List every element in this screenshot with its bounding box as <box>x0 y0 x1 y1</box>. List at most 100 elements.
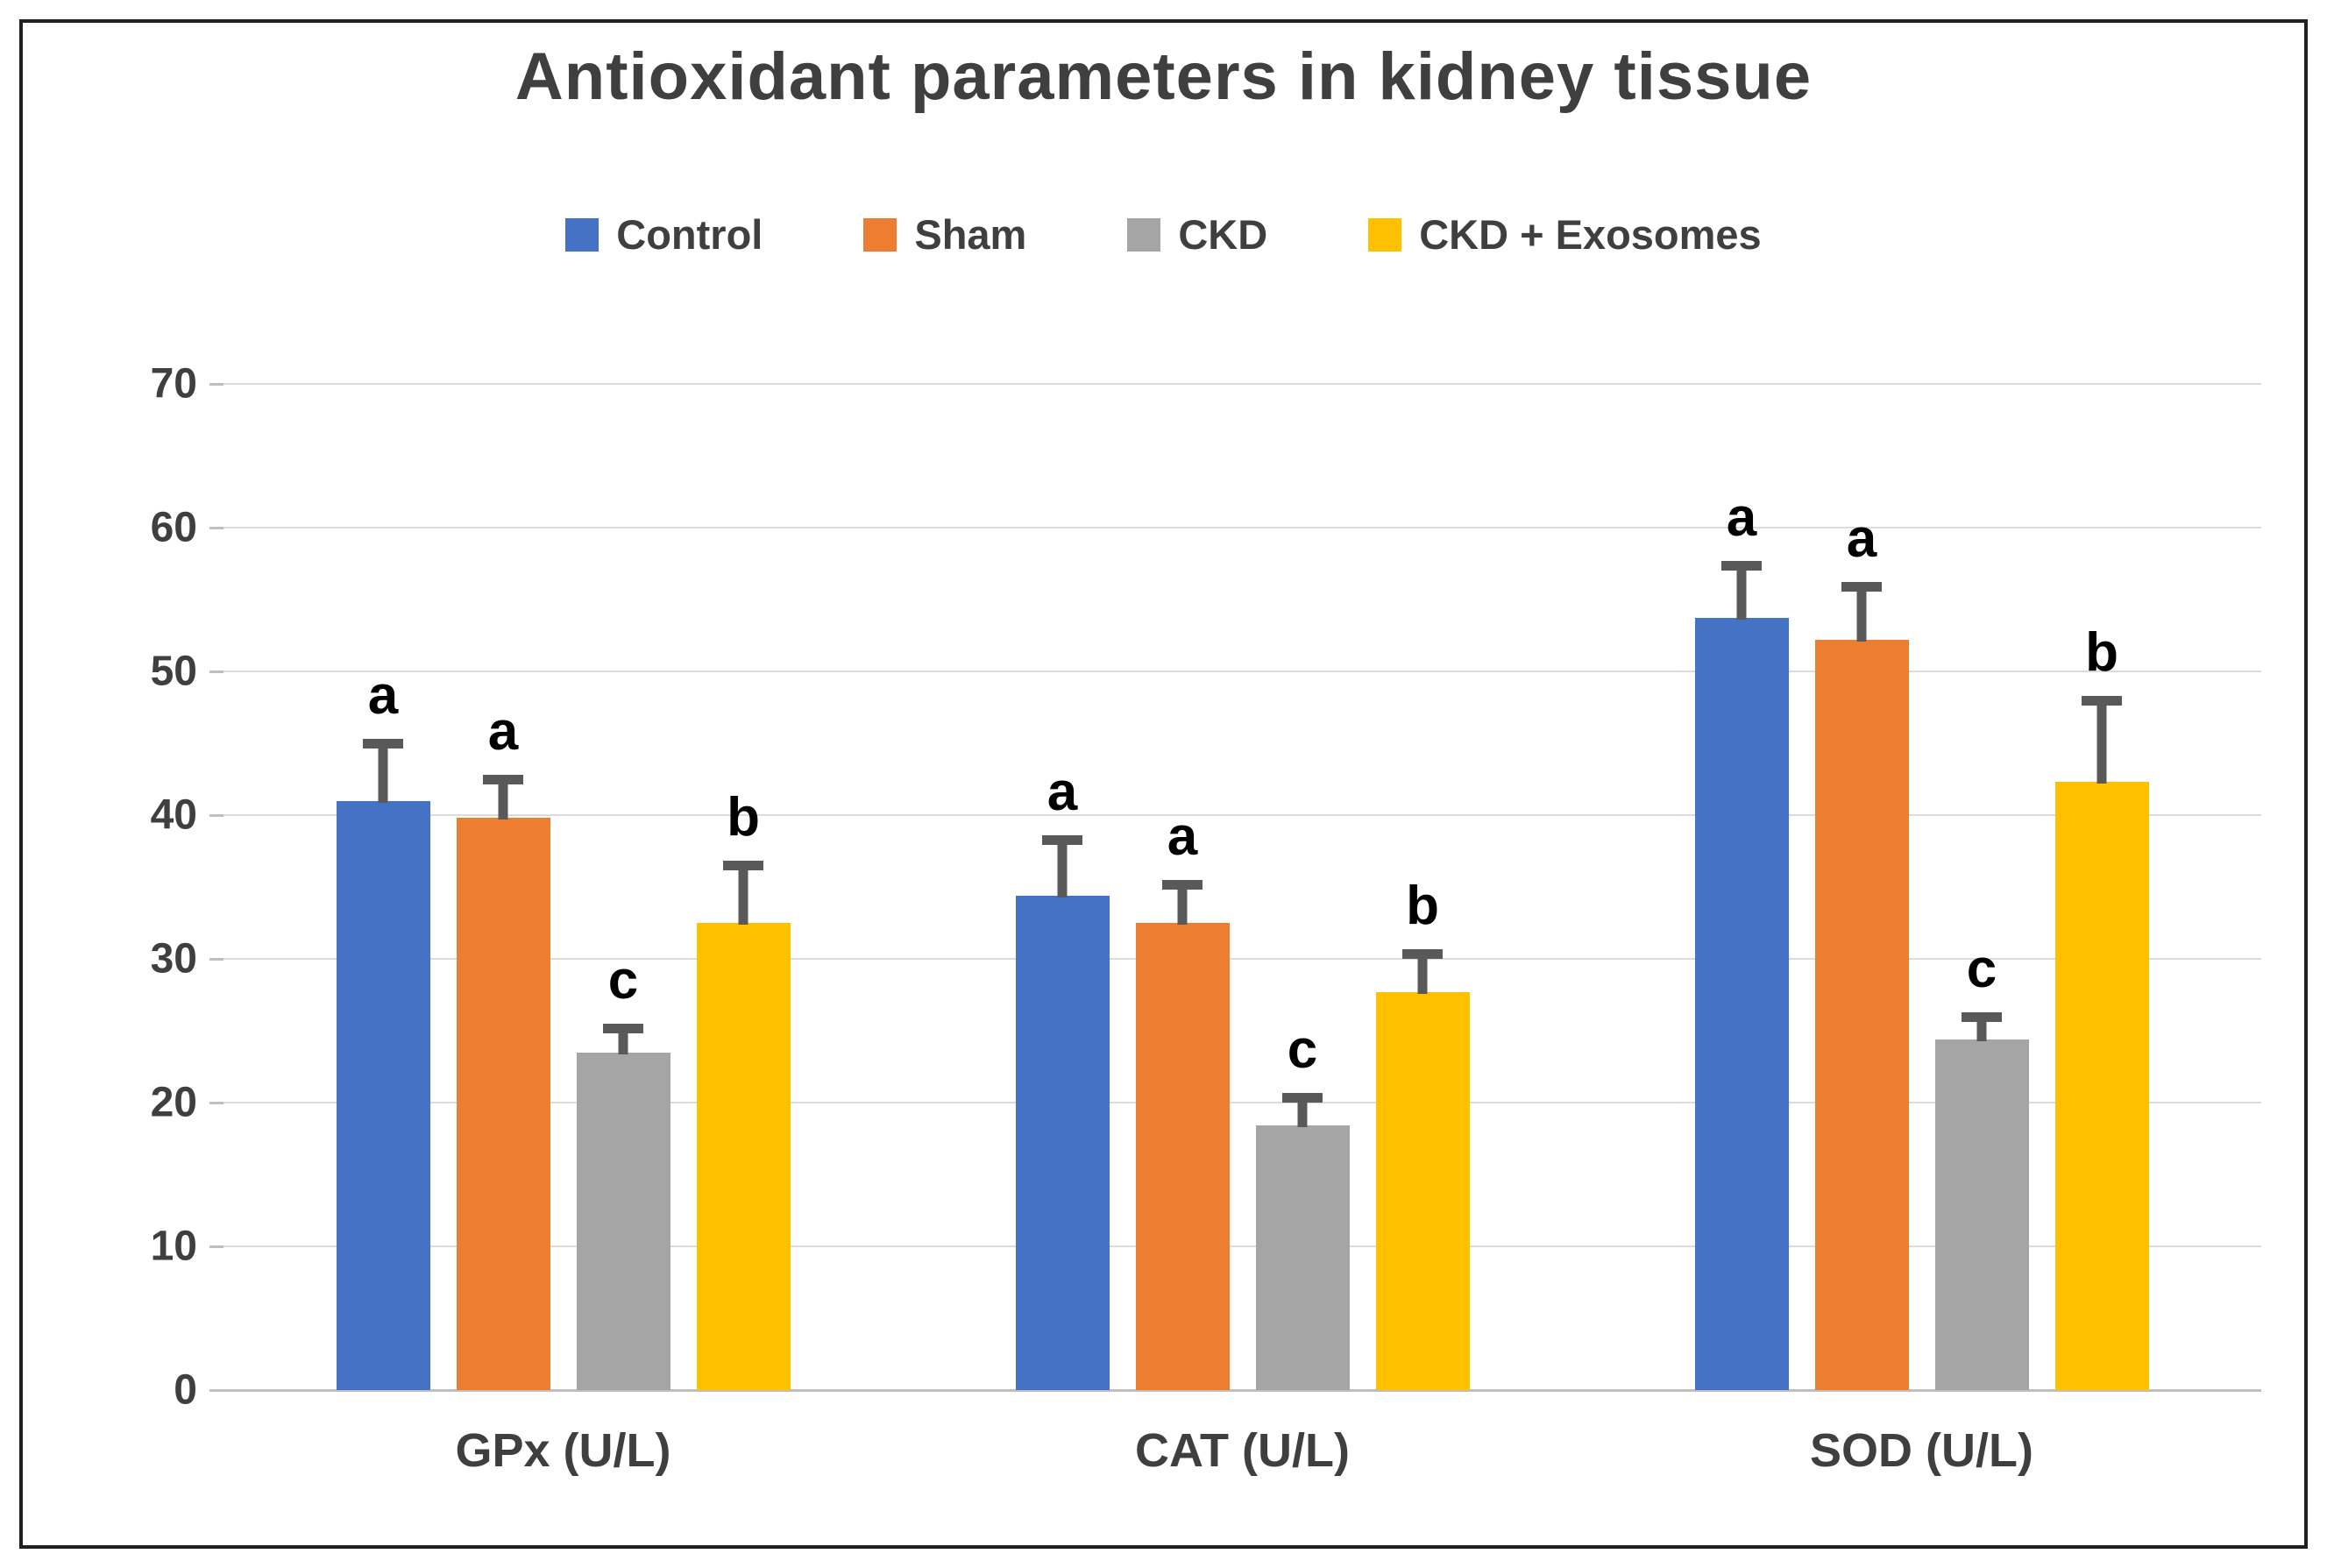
gridline <box>223 1245 2261 1247</box>
gridline <box>223 383 2261 385</box>
legend-item-ckd-exosomes: CKD + Exosomes <box>1368 210 1762 259</box>
y-tick-mark <box>209 1245 223 1248</box>
error-bar-cap <box>2082 695 2122 706</box>
y-tick-label: 20 <box>150 1079 197 1126</box>
significance-letter: b <box>1406 875 1439 936</box>
error-bar <box>1841 582 1882 642</box>
y-tick-mark <box>209 814 223 817</box>
bar-control: a <box>1694 490 1789 1390</box>
error-bar-line <box>738 861 748 925</box>
y-tick-mark <box>209 527 223 529</box>
error-bar-line <box>1297 1092 1308 1128</box>
error-bar <box>1962 1011 2002 1041</box>
error-bar-line <box>378 739 388 803</box>
error-bar-line <box>2096 695 2107 784</box>
bar-sham: a <box>1135 809 1230 1390</box>
error-bar-line <box>1057 834 1068 898</box>
legend-label: Control <box>616 211 763 258</box>
x-category-label: SOD (U/L) <box>1810 1424 2033 1477</box>
bar-sham: a <box>1814 512 1909 1390</box>
y-tick-label: 60 <box>150 504 197 551</box>
error-bar-line <box>1856 582 1867 642</box>
error-bar <box>363 739 403 803</box>
bar-sham: a <box>456 705 550 1390</box>
error-bar-line <box>1976 1011 1987 1041</box>
error-bar-cap <box>1282 1092 1323 1103</box>
y-tick-label: 30 <box>150 935 197 983</box>
error-bar-cap <box>1962 1011 2002 1022</box>
error-bar <box>603 1023 643 1054</box>
error-bar-cap <box>723 861 763 871</box>
bar-ckd-exosomes: b <box>1375 878 1470 1390</box>
x-axis-line <box>223 1389 2261 1392</box>
gridline <box>223 670 2261 672</box>
error-bar-cap <box>483 775 523 785</box>
error-bar <box>1721 560 1762 621</box>
legend-swatch <box>1368 217 1402 252</box>
gridline <box>223 1102 2261 1103</box>
legend-item-sham: Sham <box>863 210 1026 259</box>
error-bar-cap <box>1042 834 1082 845</box>
bar-control: a <box>336 669 430 1390</box>
plot-area: 0 10 20 30 40 50 60 70 a a c b GPx (U/L) a a c b CAT (U/L… <box>151 361 2261 1477</box>
error-bar-cap <box>1402 948 1443 959</box>
error-bar-cap <box>1841 582 1882 592</box>
error-bar-cap <box>363 739 403 749</box>
x-category-label: CAT (U/L) <box>1135 1424 1350 1477</box>
error-bar <box>1282 1092 1323 1128</box>
error-bar <box>1162 879 1203 925</box>
legend-label: CKD <box>1178 211 1268 258</box>
y-tick-mark <box>209 958 223 961</box>
y-tick-label: 10 <box>150 1223 197 1270</box>
significance-letter: a <box>1726 486 1757 548</box>
legend-label: CKD + Exosomes <box>1419 211 1762 258</box>
legend-swatch <box>1127 217 1161 252</box>
error-bar <box>723 861 763 925</box>
error-bar-cap <box>1721 560 1762 571</box>
gridline <box>223 958 2261 960</box>
error-bar <box>483 775 523 820</box>
significance-letter: c <box>1287 1018 1318 1080</box>
error-bar-line <box>618 1023 628 1054</box>
significance-letter: a <box>367 665 399 727</box>
bar-ckd: c <box>1255 1022 1350 1390</box>
error-bar-line <box>1417 948 1428 994</box>
y-tick-label: 0 <box>174 1366 197 1414</box>
y-tick-mark <box>209 670 223 673</box>
significance-letter: a <box>1046 761 1078 822</box>
chart-title: Antioxidant parameters in kidney tissue <box>514 39 1813 114</box>
category-group-cat-u-l: a a c b CAT (U/L) <box>903 384 1582 1477</box>
significance-letter: a <box>1846 508 1877 570</box>
legend: Control Sham CKD CKD + Exosomes <box>0 210 2327 259</box>
significance-letter: a <box>487 701 519 763</box>
y-tick-mark <box>209 383 223 386</box>
significance-letter: c <box>607 949 639 1011</box>
legend-item-ckd: CKD <box>1127 210 1267 259</box>
legend-swatch <box>863 217 897 252</box>
error-bar <box>1042 834 1082 898</box>
bar-ckd-exosomes: b <box>696 791 791 1390</box>
legend-item-control: Control <box>565 210 763 259</box>
gridline <box>223 527 2261 529</box>
error-bar <box>1402 948 1443 994</box>
error-bar-line <box>1177 879 1188 925</box>
error-bar-line <box>1736 560 1747 621</box>
error-bar-cap <box>1162 879 1203 890</box>
gridline <box>223 814 2261 816</box>
significance-letter: b <box>727 787 760 848</box>
category-group-sod-u-l: a a c b SOD (U/L) <box>1582 384 2261 1477</box>
significance-letter: a <box>1167 805 1198 867</box>
category-group-gpx-u-l: a a c b GPx (U/L) <box>223 384 903 1477</box>
y-tick-label: 40 <box>150 791 197 839</box>
y-tick-mark <box>209 1102 223 1104</box>
significance-letter: c <box>1966 938 1997 999</box>
x-category-label: GPx (U/L) <box>455 1424 671 1477</box>
bar-ckd: c <box>576 953 670 1390</box>
bar-ckd: c <box>1934 941 2029 1390</box>
legend-label: Sham <box>914 211 1027 258</box>
error-bar <box>2082 695 2122 784</box>
y-tick-label: 70 <box>150 360 197 408</box>
error-bar-cap <box>603 1023 643 1033</box>
significance-letter: b <box>2085 621 2118 683</box>
